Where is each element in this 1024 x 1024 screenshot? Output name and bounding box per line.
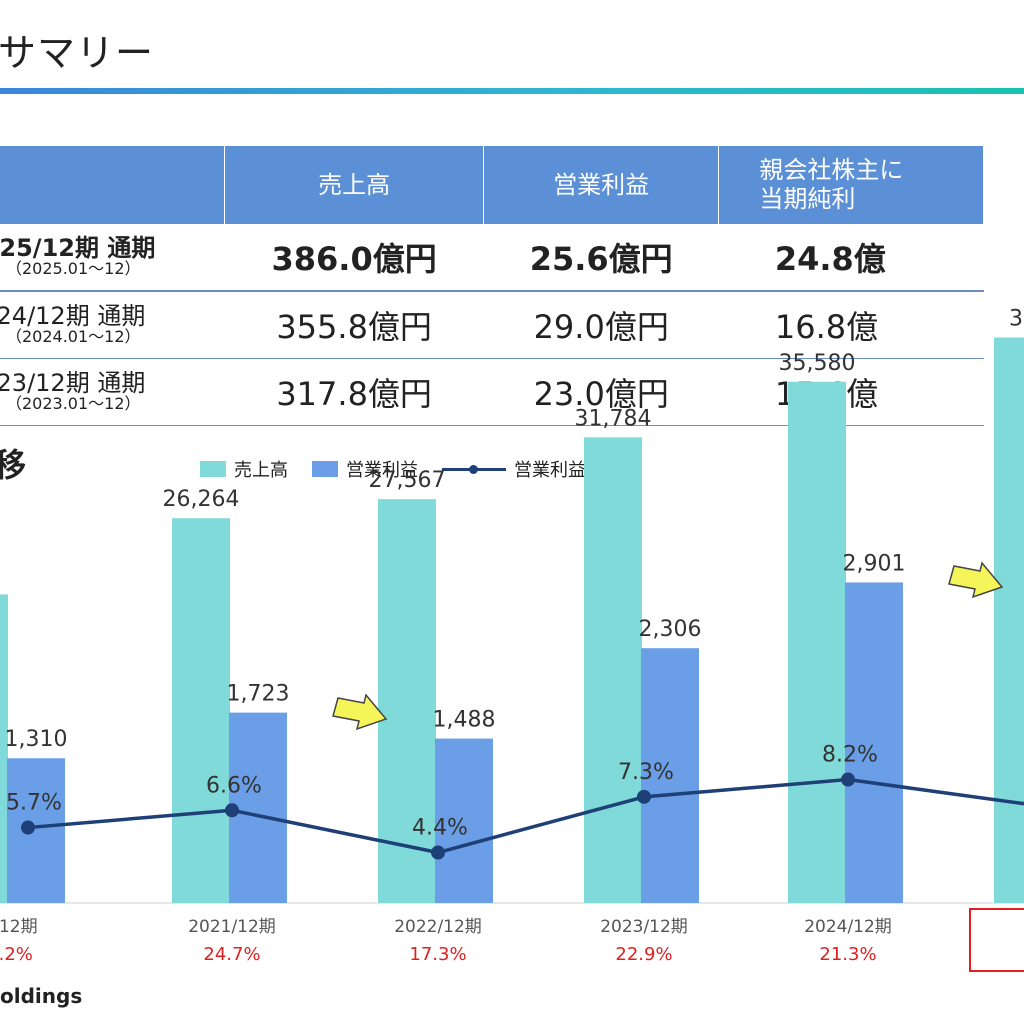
op-profit-value-label: 1,310 (5, 727, 68, 752)
x-tick-label: 0/12期 (0, 917, 38, 937)
legend-item-op-profit: 営業利益 (312, 456, 418, 482)
sales-value-label: 35,580 (779, 351, 856, 376)
op-profit-bar (845, 582, 903, 903)
period-range: （2025.01〜12） (6, 259, 141, 279)
net-income-cell: 16.8億 (718, 291, 984, 359)
chart-legend: 売上高 営業利益 営業利益率 (200, 456, 618, 482)
period-cell: 2023/12期 通期 （2023.01〜12） (0, 358, 225, 426)
sales-bar (584, 437, 642, 903)
margin-point (841, 772, 855, 787)
sales-value-label: 26,264 (163, 487, 240, 512)
period-label: 2023/12期 通期 (0, 369, 146, 397)
sales-value-label: 27,567 (369, 468, 446, 493)
margin-point (637, 789, 651, 804)
x-tick-label: 2022/12期 (394, 917, 482, 937)
period-label: 2024/12期 通期 (0, 302, 146, 330)
period-cell: 2024/12期 通期 （2024.01〜12） (0, 291, 225, 359)
growth-rate-label: 22.9% (615, 944, 672, 965)
x-tick-label: 2024/12期 (804, 917, 892, 937)
summary-header-row: 売上高 営業利益 親会社株主に 当期純利 (0, 146, 984, 224)
op-profit-bar (435, 738, 493, 903)
sales-value-label: 31,784 (575, 406, 652, 431)
sales-cell: 355.8億円 (224, 291, 484, 359)
sales-cell: 386.0億円 (224, 224, 484, 292)
op-profit-value-label: 1,488 (433, 708, 496, 733)
header-sales: 売上高 (224, 146, 485, 224)
legend-op-profit-label: 営業利益 (346, 460, 418, 481)
op-profit-bar (229, 712, 287, 903)
margin-value-label: 8.2% (822, 743, 878, 768)
legend-item-sales: 売上高 (200, 456, 288, 482)
margin-value-label: 7.3% (618, 760, 674, 785)
op-profit-value-label: 2,901 (843, 551, 906, 576)
sales-bar (378, 499, 436, 903)
op-profit-bar (7, 758, 65, 903)
sales-bar (994, 337, 1024, 903)
op-profit-cell: 25.6億円 (483, 224, 719, 292)
growth-rate-label: 17.3% (409, 944, 466, 965)
table-row: 2024/12期 通期 （2024.01〜12） 355.8億円 29.0億円 … (0, 291, 984, 359)
period-range: （2023.01〜12） (6, 394, 141, 414)
margin-point (225, 803, 239, 818)
sales-swatch (200, 461, 226, 477)
section-title: 移 (0, 446, 27, 484)
growth-rate-label: 0.2% (0, 944, 33, 965)
legend-item-margin: 営業利益率 (442, 456, 604, 482)
growth-rate-label: 21.3% (819, 944, 876, 965)
period-label: 2025/12期 通期 (0, 234, 156, 262)
margin-value-label: 6.6% (206, 773, 262, 798)
margin-value-label: 5.7% (6, 791, 62, 816)
op-profit-value-label: 2,306 (639, 617, 702, 642)
table-row: 2025/12期 通期 （2025.01〜12） 386.0億円 25.6億円 … (0, 224, 984, 292)
sales-bar (788, 381, 846, 903)
period-range: （2024.01〜12） (6, 327, 141, 347)
sales-bar (0, 594, 8, 903)
x-tick-label: 2021/12期 (188, 917, 276, 937)
margin-line-swatch (442, 461, 506, 477)
margin-value-label: 4.4% (412, 816, 468, 841)
op-profit-cell: 29.0億円 (483, 291, 719, 359)
margin-point (431, 845, 445, 860)
margin-point (21, 820, 35, 835)
op-profit-swatch (312, 461, 338, 477)
company-logo-text: oldings (0, 984, 83, 1008)
period-cell: 2025/12期 通期 （2025.01〜12） (0, 224, 225, 292)
x-tick-label: 2023/12期 (600, 917, 688, 937)
page-title: サマリー (0, 31, 155, 75)
header-net-income: 親会社株主に 当期純利 (718, 146, 984, 224)
title-divider (0, 88, 1024, 94)
growth-rate-label: 24.7% (203, 944, 260, 965)
header-period (0, 146, 226, 224)
arrow-icon (948, 561, 1004, 599)
op-profit-value-label: 1,723 (227, 682, 290, 707)
highlight-box (969, 908, 1024, 972)
margin-line (27, 777, 1024, 855)
legend-margin-label: 営業利益率 (514, 460, 604, 481)
sales-cell: 317.8億円 (224, 358, 484, 426)
op-profit-bar (641, 648, 699, 903)
sales-value-label: 38 (1009, 307, 1024, 332)
op-profit-cell: 23.0億円 (483, 358, 719, 426)
net-income-cell: 24.8億 (718, 224, 984, 292)
header-op-profit: 営業利益 (483, 146, 720, 224)
arrow-icon (332, 693, 388, 731)
legend-sales-label: 売上高 (234, 460, 288, 481)
sales-bar (172, 518, 230, 903)
